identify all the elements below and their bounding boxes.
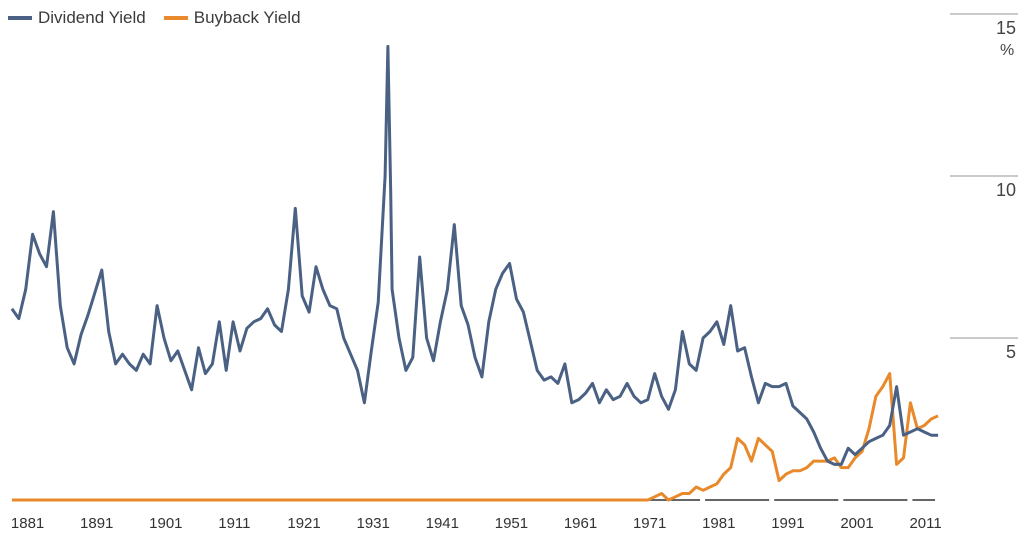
x-tick-label: 1891 xyxy=(80,515,113,532)
unit-label: % xyxy=(1000,42,1015,59)
legend-item-buyback: Buyback Yield xyxy=(163,8,301,28)
series-layer xyxy=(10,44,939,502)
x-tick-label: 1951 xyxy=(495,515,528,532)
grid-layer xyxy=(950,13,1018,339)
legend-swatch-buyback xyxy=(163,16,188,20)
x-tick-label: 1941 xyxy=(426,515,459,532)
x-tick-label: 1921 xyxy=(287,515,320,532)
series-line-dividend-yield xyxy=(10,44,939,466)
x-tick-label: 1961 xyxy=(564,515,597,532)
x-tick-label: 1991 xyxy=(771,515,804,532)
x-tick-label: 1901 xyxy=(149,515,182,532)
x-tick-label: 1971 xyxy=(633,515,666,532)
x-tick-label: 1911 xyxy=(218,515,250,532)
x-tick-label: 2001 xyxy=(840,515,873,532)
x-tick-label: 1881 xyxy=(11,515,44,532)
legend-label-buyback: Buyback Yield xyxy=(193,8,301,27)
x-tick-label: 2011 xyxy=(909,515,941,532)
series-line-buyback-yield xyxy=(11,372,939,502)
legend-label-dividend: Dividend Yield xyxy=(38,8,146,27)
y-tick-label: 15 xyxy=(996,18,1016,38)
y-tick-label: 10 xyxy=(996,180,1016,200)
x-tick-label: 1931 xyxy=(357,515,390,532)
legend-item-dividend: Dividend Yield xyxy=(8,8,146,28)
y-tick-label: 5 xyxy=(1006,342,1016,362)
axis-layer: 5 10 15 1881 1891 1901 1911 1921 1931 1941 1951 196… xyxy=(11,18,1016,532)
x-tick-label: 1981 xyxy=(702,515,735,532)
legend: Dividend Yield Buyback Yield xyxy=(8,8,319,28)
legend-swatch-dividend xyxy=(8,16,32,20)
